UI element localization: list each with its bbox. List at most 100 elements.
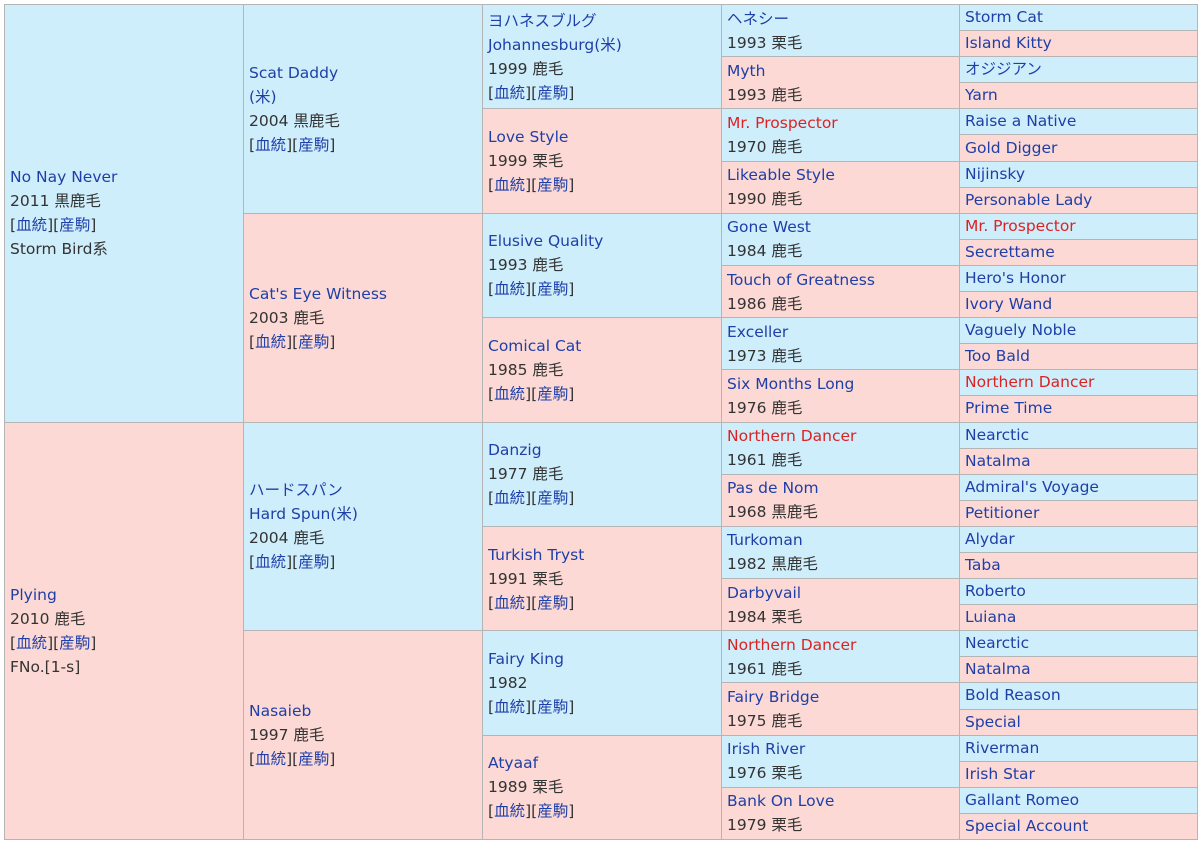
horse-name-link[interactable]: Northern Dancer (727, 427, 857, 446)
horse-name-link[interactable]: Admiral's Voyage (965, 477, 1099, 496)
horse-name-link[interactable]: Six Months Long (727, 374, 855, 393)
horse-name-link[interactable]: Exceller (727, 322, 789, 341)
horse-name-link[interactable]: Likeable Style (727, 166, 835, 185)
offspring-link[interactable]: 産駒 (59, 633, 91, 652)
horse-name-link[interactable]: Love Style (488, 128, 569, 147)
horse-name-link[interactable]: Gold Digger (965, 138, 1058, 157)
horse-name-link[interactable]: Pas de Nom (727, 479, 819, 498)
horse-name-link[interactable]: Scat Daddy (249, 63, 339, 82)
offspring-link[interactable]: 産駒 (298, 750, 330, 769)
horse-name-link[interactable]: Touch of Greatness (727, 270, 875, 289)
offspring-link[interactable]: 産駒 (537, 697, 569, 716)
horse-name-link[interactable]: Myth (727, 61, 766, 80)
horse-name-link[interactable]: Petitioner (965, 503, 1040, 522)
pedigree-link[interactable]: 血統 (494, 384, 526, 403)
offspring-link[interactable]: 産駒 (537, 384, 569, 403)
pedigree-link[interactable]: 血統 (255, 332, 287, 351)
horse-name-link[interactable]: オジジアン (965, 60, 1042, 79)
horse-name-link[interactable]: Nijinsky (965, 164, 1026, 183)
horse-name-link[interactable]: Cat's Eye Witness (249, 284, 387, 303)
horse-extra-info: FNo.[1-s] (10, 657, 81, 676)
horse-name-link[interactable]: Darbyvail (727, 583, 802, 602)
horse-name-link[interactable]: Irish River (727, 740, 806, 759)
offspring-link[interactable]: 産駒 (59, 216, 91, 235)
horse-cell-gen5-13: Too Bald (959, 343, 1198, 371)
offspring-link[interactable]: 産駒 (537, 802, 569, 821)
pedigree-link[interactable]: 血統 (16, 633, 48, 652)
horse-name-sub-link[interactable]: Johannesburg(米) (488, 35, 622, 54)
horse-name-link[interactable]: Natalma (965, 451, 1031, 470)
horse-name-link[interactable]: Fairy Bridge (727, 688, 820, 707)
horse-name-link[interactable]: Northern Dancer (727, 635, 857, 654)
offspring-link[interactable]: 産駒 (537, 280, 569, 299)
horse-name-link[interactable]: Turkoman (727, 531, 803, 550)
horse-name-link[interactable]: Yarn (965, 86, 998, 105)
pedigree-link[interactable]: 血統 (494, 280, 526, 299)
horse-info: 2004 黒鹿毛 (249, 111, 340, 130)
horse-name-link[interactable]: ハードスパン (249, 481, 343, 500)
horse-name-link[interactable]: Turkish Tryst (488, 545, 585, 564)
pedigree-link[interactable]: 血統 (494, 489, 526, 508)
offspring-link[interactable]: 産駒 (537, 593, 569, 612)
horse-name-link[interactable]: Roberto (965, 582, 1026, 601)
horse-name-link[interactable]: Storm Cat (965, 8, 1043, 27)
horse-cell-gen5-19: Petitioner (959, 499, 1198, 527)
horse-cell-gen5-25: Natalma (959, 656, 1198, 684)
horse-cell-gen4-1: Myth 1993 鹿毛 (721, 56, 960, 110)
offspring-link[interactable]: 産駒 (298, 135, 330, 154)
offspring-link[interactable]: 産駒 (298, 553, 330, 572)
offspring-link[interactable]: 産駒 (537, 489, 569, 508)
pedigree-link[interactable]: 血統 (255, 553, 287, 572)
pedigree-link[interactable]: 血統 (16, 216, 48, 235)
horse-name-link[interactable]: Bold Reason (965, 686, 1061, 705)
pedigree-link[interactable]: 血統 (494, 593, 526, 612)
horse-name-link[interactable]: Nearctic (965, 634, 1030, 653)
pedigree-link[interactable]: 血統 (255, 135, 287, 154)
pedigree-link[interactable]: 血統 (494, 802, 526, 821)
horse-name-link[interactable]: Raise a Native (965, 112, 1077, 131)
horse-name-link[interactable]: Mr. Prospector (727, 113, 838, 132)
pedigree-link[interactable]: 血統 (494, 697, 526, 716)
pedigree-link[interactable]: 血統 (494, 176, 526, 195)
horse-name-link[interactable]: Special (965, 712, 1021, 731)
horse-name-link[interactable]: Too Bald (965, 347, 1031, 366)
horse-name-link[interactable]: Hero's Honor (965, 268, 1066, 287)
horse-name-link[interactable]: Fairy King (488, 649, 564, 668)
horse-name-sub-link[interactable]: (米) (249, 87, 277, 106)
horse-name-link[interactable]: Natalma (965, 660, 1031, 679)
offspring-link[interactable]: 産駒 (537, 83, 569, 102)
horse-info: 1984 鹿毛 (727, 242, 803, 261)
offspring-link[interactable]: 産駒 (298, 332, 330, 351)
horse-name-link[interactable]: Gone West (727, 218, 811, 237)
horse-name-link[interactable]: Taba (965, 556, 1001, 575)
horse-name-link[interactable]: Nearctic (965, 425, 1030, 444)
horse-name-link[interactable]: Nasaieb (249, 702, 312, 721)
horse-name-link[interactable]: ヘネシー (727, 9, 790, 28)
horse-name-link[interactable]: Bank On Love (727, 792, 835, 811)
horse-name-link[interactable]: Elusive Quality (488, 232, 604, 251)
horse-name-link[interactable]: Luiana (965, 608, 1017, 627)
horse-name-link[interactable]: Northern Dancer (965, 373, 1095, 392)
horse-name-link[interactable]: Island Kitty (965, 34, 1052, 53)
pedigree-link[interactable]: 血統 (255, 750, 287, 769)
horse-name-link[interactable]: Danzig (488, 441, 542, 460)
horse-name-link[interactable]: Alydar (965, 529, 1015, 548)
horse-name-link[interactable]: Mr. Prospector (965, 216, 1076, 235)
horse-name-link[interactable]: ヨハネスブルグ (488, 11, 597, 30)
horse-name-link[interactable]: Vaguely Noble (965, 321, 1077, 340)
horse-name-link[interactable]: Riverman (965, 738, 1040, 757)
horse-name-link[interactable]: Gallant Romeo (965, 790, 1080, 809)
horse-name-link[interactable]: Ivory Wand (965, 295, 1053, 314)
horse-name-link[interactable]: Secrettame (965, 242, 1055, 261)
horse-name-link[interactable]: No Nay Never (10, 168, 118, 187)
offspring-link[interactable]: 産駒 (537, 176, 569, 195)
horse-name-link[interactable]: Irish Star (965, 764, 1035, 783)
horse-name-link[interactable]: Personable Lady (965, 190, 1093, 209)
horse-name-sub-link[interactable]: Hard Spun(米) (249, 505, 358, 524)
horse-name-link[interactable]: Prime Time (965, 399, 1053, 418)
pedigree-link[interactable]: 血統 (494, 83, 526, 102)
horse-name-link[interactable]: Comical Cat (488, 336, 582, 355)
horse-name-link[interactable]: Plying (10, 585, 57, 604)
horse-name-link[interactable]: Atyaaf (488, 754, 539, 773)
horse-name-link[interactable]: Special Account (965, 816, 1089, 835)
